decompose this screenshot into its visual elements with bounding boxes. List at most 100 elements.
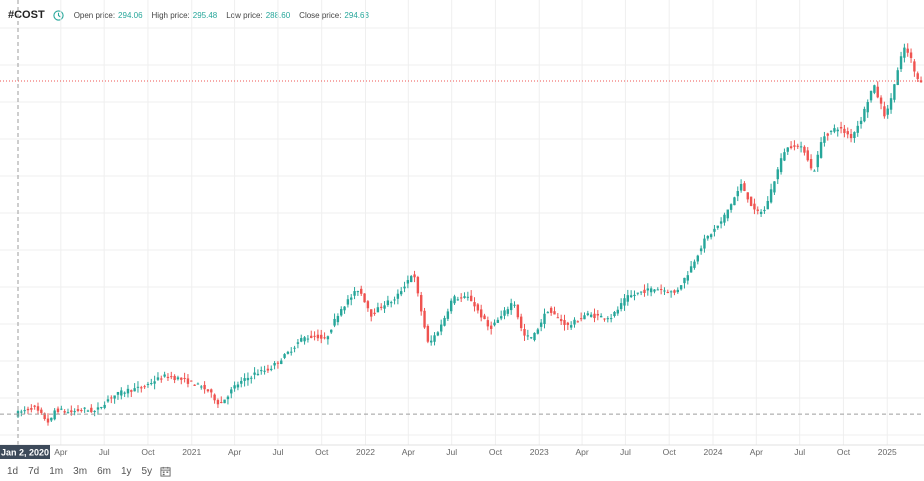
- period-7d[interactable]: 7d: [28, 465, 40, 477]
- candle-body: [350, 297, 353, 300]
- period-6m[interactable]: 6m: [97, 465, 111, 477]
- candle-body: [160, 378, 163, 380]
- candle-body: [453, 296, 456, 304]
- price-chart[interactable]: Apr Jul Oct 2021 Apr Jul Oct 2022 Apr Jul Oct 2023 A…: [0, 0, 924, 462]
- candle-body: [543, 313, 546, 324]
- candle-body: [103, 404, 106, 408]
- candle-body: [376, 307, 380, 313]
- candle-body: [416, 277, 420, 294]
- candle-body: [373, 312, 376, 314]
- x-tick-label: Oct: [489, 447, 503, 457]
- candle-body: [423, 310, 426, 328]
- candle-body: [220, 402, 223, 404]
- candle-body: [213, 394, 216, 401]
- candle-body: [333, 318, 336, 326]
- candle-body: [916, 73, 919, 79]
- clock-icon[interactable]: [53, 9, 64, 21]
- candle-body: [743, 183, 746, 191]
- high-price: High price: 295.48: [152, 11, 218, 20]
- candle-body: [36, 406, 40, 411]
- candle-body: [190, 380, 193, 382]
- candle-body: [150, 383, 153, 385]
- x-tick-label: 2024: [704, 447, 723, 457]
- candle-body: [546, 312, 550, 314]
- candle-body: [603, 318, 606, 320]
- candle-body: [403, 286, 406, 289]
- period-1d[interactable]: 1d: [7, 465, 19, 477]
- x-tick-label: Apr: [402, 447, 415, 457]
- calendar-icon[interactable]: [160, 466, 171, 477]
- candle-body: [606, 318, 610, 320]
- candle-body: [400, 291, 403, 295]
- candle-body: [596, 313, 600, 316]
- candle-body: [206, 389, 210, 392]
- candle-body: [559, 319, 563, 322]
- candle-body: [779, 158, 783, 173]
- candle-body: [536, 329, 540, 334]
- candle-body: [173, 375, 176, 381]
- candle-body: [396, 293, 400, 299]
- candle-body: [296, 342, 300, 344]
- candle-body: [280, 360, 283, 365]
- period-1m[interactable]: 1m: [49, 465, 64, 477]
- candle-body: [283, 354, 286, 358]
- candle-body: [839, 126, 843, 129]
- period-3m[interactable]: 3m: [73, 465, 88, 477]
- candle-body: [466, 296, 470, 298]
- chart-grid: [0, 0, 924, 445]
- period-5y[interactable]: 5y: [141, 465, 153, 477]
- candle-body: [260, 370, 263, 372]
- x-tick-label: Apr: [54, 447, 67, 457]
- candle-body: [609, 318, 613, 320]
- candle-body: [569, 325, 573, 328]
- candle-body: [146, 383, 150, 385]
- candle-body: [436, 332, 440, 336]
- candle-body: [203, 384, 206, 390]
- open-price-value: 294.06: [118, 10, 143, 20]
- candle-body: [246, 377, 250, 381]
- candle-body: [479, 309, 483, 318]
- candle-body: [799, 146, 803, 148]
- candle-body: [819, 142, 823, 158]
- candle-body: [320, 334, 323, 339]
- period-1y[interactable]: 1y: [120, 465, 132, 477]
- candle-body: [286, 351, 290, 354]
- candle-body: [593, 313, 596, 319]
- x-tick-label: Oct: [315, 447, 329, 457]
- candle-body: [33, 405, 36, 407]
- candle-body: [23, 410, 26, 412]
- candle-body: [633, 294, 636, 297]
- candle-body: [120, 390, 123, 396]
- candle-body: [826, 133, 829, 136]
- candle-body: [639, 291, 643, 293]
- candle-body: [330, 329, 333, 333]
- crosshair-overlay: [0, 0, 924, 445]
- candle-body: [629, 295, 633, 298]
- candle-body: [523, 329, 526, 336]
- candle-body: [230, 389, 233, 394]
- candle-body: [390, 302, 393, 304]
- ticker-symbol: #COST: [8, 9, 45, 21]
- candle-body: [499, 316, 503, 319]
- candle-body: [163, 374, 166, 377]
- candles: [16, 43, 923, 426]
- candle-body: [886, 108, 889, 115]
- candle-body: [393, 299, 396, 301]
- candle-body: [90, 407, 93, 413]
- candle-body: [456, 299, 460, 301]
- candle-body: [776, 169, 779, 180]
- candle-body: [273, 362, 276, 366]
- candle-body: [180, 377, 183, 380]
- candle-body: [343, 306, 346, 311]
- candle-body: [130, 390, 133, 392]
- candle-body: [459, 297, 463, 299]
- x-axis: Apr Jul Oct 2021 Apr Jul Oct 2022 Apr Jul Oct 2023 A…: [0, 444, 924, 459]
- candle-body: [110, 397, 113, 399]
- candle-body: [549, 307, 553, 313]
- candle-body: [313, 335, 316, 337]
- candle-body: [506, 309, 510, 314]
- candle-body: [486, 320, 490, 327]
- candle-body: [126, 388, 130, 394]
- close-price-label: Close price:: [299, 10, 342, 20]
- candle-body: [96, 407, 100, 410]
